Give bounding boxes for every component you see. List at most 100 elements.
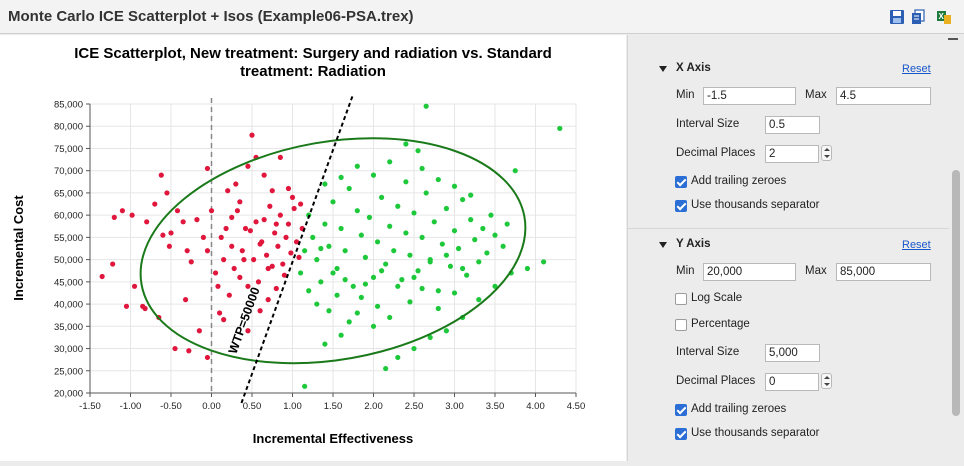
y-percentage-checkbox[interactable] bbox=[675, 319, 687, 331]
x-thousands-separator-checkbox[interactable] bbox=[675, 200, 687, 212]
scatter-point bbox=[168, 230, 174, 236]
scatter-point bbox=[322, 221, 328, 227]
scatter-point bbox=[237, 274, 243, 280]
x-tick-label: -0.50 bbox=[160, 401, 182, 412]
scatter-point bbox=[419, 285, 425, 292]
scatter-point bbox=[239, 248, 245, 254]
scatter-point bbox=[322, 341, 328, 347]
scatter-point bbox=[123, 303, 130, 309]
scatter-point bbox=[492, 283, 498, 289]
scatter-point bbox=[283, 234, 289, 240]
x-trailing-zeroes-checkbox[interactable] bbox=[675, 176, 687, 188]
scatter-point bbox=[221, 317, 227, 323]
y-decimal-stepper[interactable] bbox=[821, 373, 832, 389]
x-axis-reset-link[interactable]: Reset bbox=[902, 63, 931, 75]
scatter-point bbox=[326, 308, 332, 314]
x-tick-label: 1.00 bbox=[283, 401, 302, 412]
y-axis-reset-link[interactable]: Reset bbox=[902, 239, 931, 251]
x-interval-input[interactable] bbox=[765, 116, 820, 134]
scatter-point bbox=[229, 214, 235, 220]
scatter-point bbox=[272, 230, 278, 236]
scatter-point bbox=[358, 294, 364, 301]
x-axis-header[interactable]: X Axis bbox=[676, 62, 711, 74]
export-excel-icon[interactable]: X bbox=[936, 9, 952, 25]
scatter-point bbox=[172, 345, 178, 352]
minimize-panel-icon[interactable] bbox=[948, 38, 958, 40]
y-tick-label: 80,000 bbox=[54, 122, 83, 133]
x-tick-label: 1.50 bbox=[324, 401, 343, 412]
scatter-point bbox=[330, 270, 336, 276]
scatter-point bbox=[472, 237, 478, 243]
scatter-point bbox=[387, 159, 393, 165]
scatter-point bbox=[374, 239, 381, 245]
scatter-point bbox=[110, 261, 116, 267]
scatter-point bbox=[383, 261, 389, 267]
scatter-point bbox=[500, 243, 506, 249]
x-decimal-input[interactable] bbox=[765, 145, 819, 163]
x-max-input[interactable] bbox=[836, 87, 931, 105]
scatter-point bbox=[443, 252, 449, 258]
scatter-point bbox=[403, 179, 409, 185]
scatter-point bbox=[257, 241, 263, 247]
scatter-point bbox=[407, 299, 413, 305]
scatter-point bbox=[399, 277, 405, 283]
scatter-point bbox=[541, 259, 547, 265]
scatter-point bbox=[245, 328, 251, 334]
y-axis-header[interactable]: Y Axis bbox=[676, 238, 711, 250]
y-tick-label: 75,000 bbox=[54, 144, 83, 155]
scatter-point bbox=[403, 230, 409, 236]
scatter-point bbox=[455, 245, 462, 252]
collapse-y-axis-icon[interactable] bbox=[659, 242, 667, 248]
chart-grid bbox=[89, 103, 577, 394]
scatter-point bbox=[237, 199, 243, 205]
scatter-point bbox=[310, 234, 316, 240]
scatter-point bbox=[354, 163, 360, 169]
x-min-input[interactable] bbox=[703, 87, 796, 105]
y-trailing-zeroes-checkbox[interactable] bbox=[675, 404, 687, 416]
y-thousands-separator-checkbox[interactable] bbox=[675, 428, 687, 440]
scatter-point bbox=[152, 201, 158, 207]
save-icon[interactable] bbox=[889, 9, 905, 25]
x-interval-label: Interval Size bbox=[676, 118, 740, 130]
scatter-point bbox=[281, 272, 287, 278]
scatter-point bbox=[247, 228, 253, 234]
y-interval-input[interactable] bbox=[765, 344, 820, 362]
y-decimal-input[interactable] bbox=[765, 373, 819, 391]
y-max-input[interactable] bbox=[836, 263, 931, 281]
scatter-point bbox=[208, 208, 215, 214]
scatter-point bbox=[419, 234, 425, 240]
properties-scrollbar-thumb[interactable] bbox=[952, 170, 960, 416]
scatter-point bbox=[277, 212, 283, 218]
scatter-point bbox=[435, 176, 441, 183]
scatter-point bbox=[223, 225, 229, 232]
scatter-point bbox=[269, 263, 275, 269]
y-min-input[interactable] bbox=[703, 263, 796, 281]
scatter-point bbox=[204, 165, 211, 172]
scatter-point bbox=[245, 283, 251, 289]
scatter-point bbox=[269, 188, 275, 194]
scatter-point bbox=[251, 257, 257, 263]
scatter-point bbox=[383, 365, 389, 372]
x-decimal-stepper[interactable] bbox=[821, 145, 832, 161]
scatter-point bbox=[174, 208, 181, 214]
scatter-point bbox=[447, 263, 454, 269]
scatter-point bbox=[379, 268, 385, 274]
scatter-point bbox=[267, 203, 273, 209]
y-log-scale-checkbox[interactable] bbox=[675, 293, 687, 305]
x-tick-label: 3.00 bbox=[445, 401, 464, 412]
scatter-point bbox=[129, 212, 135, 218]
x-tick-label: 4.50 bbox=[567, 401, 586, 412]
copy-icon[interactable] bbox=[910, 9, 926, 25]
x-max-label: Max bbox=[805, 89, 827, 101]
scatter-point bbox=[263, 252, 270, 258]
scatter-point bbox=[395, 283, 401, 289]
scatter-point bbox=[212, 270, 219, 276]
scatter-point bbox=[451, 183, 458, 189]
scatter-point bbox=[524, 265, 531, 272]
scatter-point bbox=[512, 168, 518, 174]
x-tick-label: -1.50 bbox=[79, 401, 101, 412]
scatter-point bbox=[492, 232, 498, 238]
scatter-point bbox=[265, 297, 271, 303]
scatter-point bbox=[322, 181, 328, 187]
collapse-x-axis-icon[interactable] bbox=[659, 66, 667, 72]
